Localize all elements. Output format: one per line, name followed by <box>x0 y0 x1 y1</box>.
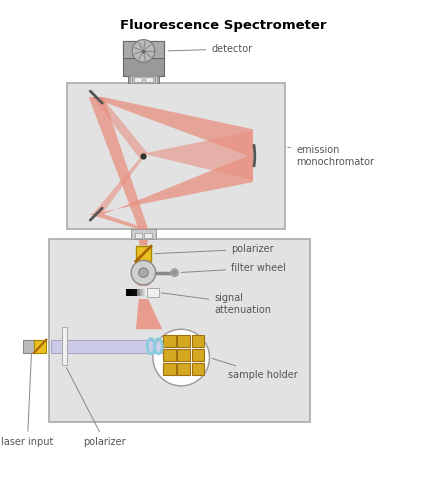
Polygon shape <box>137 284 150 286</box>
Bar <box>49 238 311 422</box>
Polygon shape <box>140 131 253 180</box>
Bar <box>130 76 157 83</box>
Circle shape <box>173 271 176 274</box>
Bar <box>129 288 130 296</box>
Text: sample holder: sample holder <box>212 358 298 380</box>
Bar <box>192 349 204 362</box>
Bar <box>192 335 204 347</box>
Polygon shape <box>136 299 162 330</box>
Polygon shape <box>92 97 147 158</box>
Bar <box>136 288 137 296</box>
Bar <box>145 288 146 296</box>
Bar <box>145 78 155 82</box>
Circle shape <box>131 260 155 285</box>
Bar <box>131 288 132 296</box>
Bar <box>62 328 67 365</box>
Bar <box>127 288 129 296</box>
Bar <box>135 288 136 296</box>
Bar <box>145 78 153 82</box>
Bar <box>146 288 147 296</box>
Bar <box>34 340 46 353</box>
Circle shape <box>132 40 155 62</box>
Text: laser input: laser input <box>1 342 54 447</box>
Circle shape <box>171 269 178 276</box>
Bar <box>177 335 190 347</box>
Polygon shape <box>89 214 148 229</box>
Bar <box>51 340 162 353</box>
Text: Fluorescence Spectrometer: Fluorescence Spectrometer <box>121 19 327 32</box>
Bar <box>134 78 141 82</box>
Circle shape <box>153 330 210 386</box>
Bar <box>131 229 155 238</box>
Bar <box>163 349 176 362</box>
Bar <box>144 288 145 296</box>
Bar <box>177 349 190 362</box>
Bar <box>138 288 139 296</box>
Bar <box>192 363 204 376</box>
Text: filter wheel: filter wheel <box>181 263 286 273</box>
Bar <box>123 40 164 58</box>
Polygon shape <box>139 238 148 246</box>
Bar <box>143 288 144 296</box>
Bar <box>135 233 142 237</box>
Text: polarizer: polarizer <box>155 244 274 254</box>
Circle shape <box>139 268 148 278</box>
Bar <box>132 288 134 296</box>
Bar <box>130 288 131 296</box>
Polygon shape <box>89 97 148 229</box>
Bar <box>177 363 190 376</box>
Bar <box>132 288 133 296</box>
Text: detector: detector <box>168 44 253 54</box>
Bar <box>140 288 141 296</box>
Bar <box>137 288 138 296</box>
Bar <box>144 233 152 237</box>
Text: polarizer: polarizer <box>66 368 126 447</box>
Bar <box>67 83 285 229</box>
Polygon shape <box>91 154 253 214</box>
Polygon shape <box>91 97 253 158</box>
Bar <box>141 288 142 296</box>
Bar <box>147 288 158 297</box>
Bar <box>128 76 158 83</box>
Bar <box>142 288 143 296</box>
Bar <box>132 78 141 82</box>
Bar <box>163 363 176 376</box>
Bar <box>139 288 140 296</box>
Bar <box>163 335 176 347</box>
Text: emission
monochromator: emission monochromator <box>288 146 374 167</box>
Polygon shape <box>92 153 147 214</box>
Bar <box>23 340 41 353</box>
Text: signal
attenuation: signal attenuation <box>161 293 271 314</box>
Bar <box>136 246 151 262</box>
Bar <box>123 40 164 76</box>
Bar <box>134 288 135 296</box>
